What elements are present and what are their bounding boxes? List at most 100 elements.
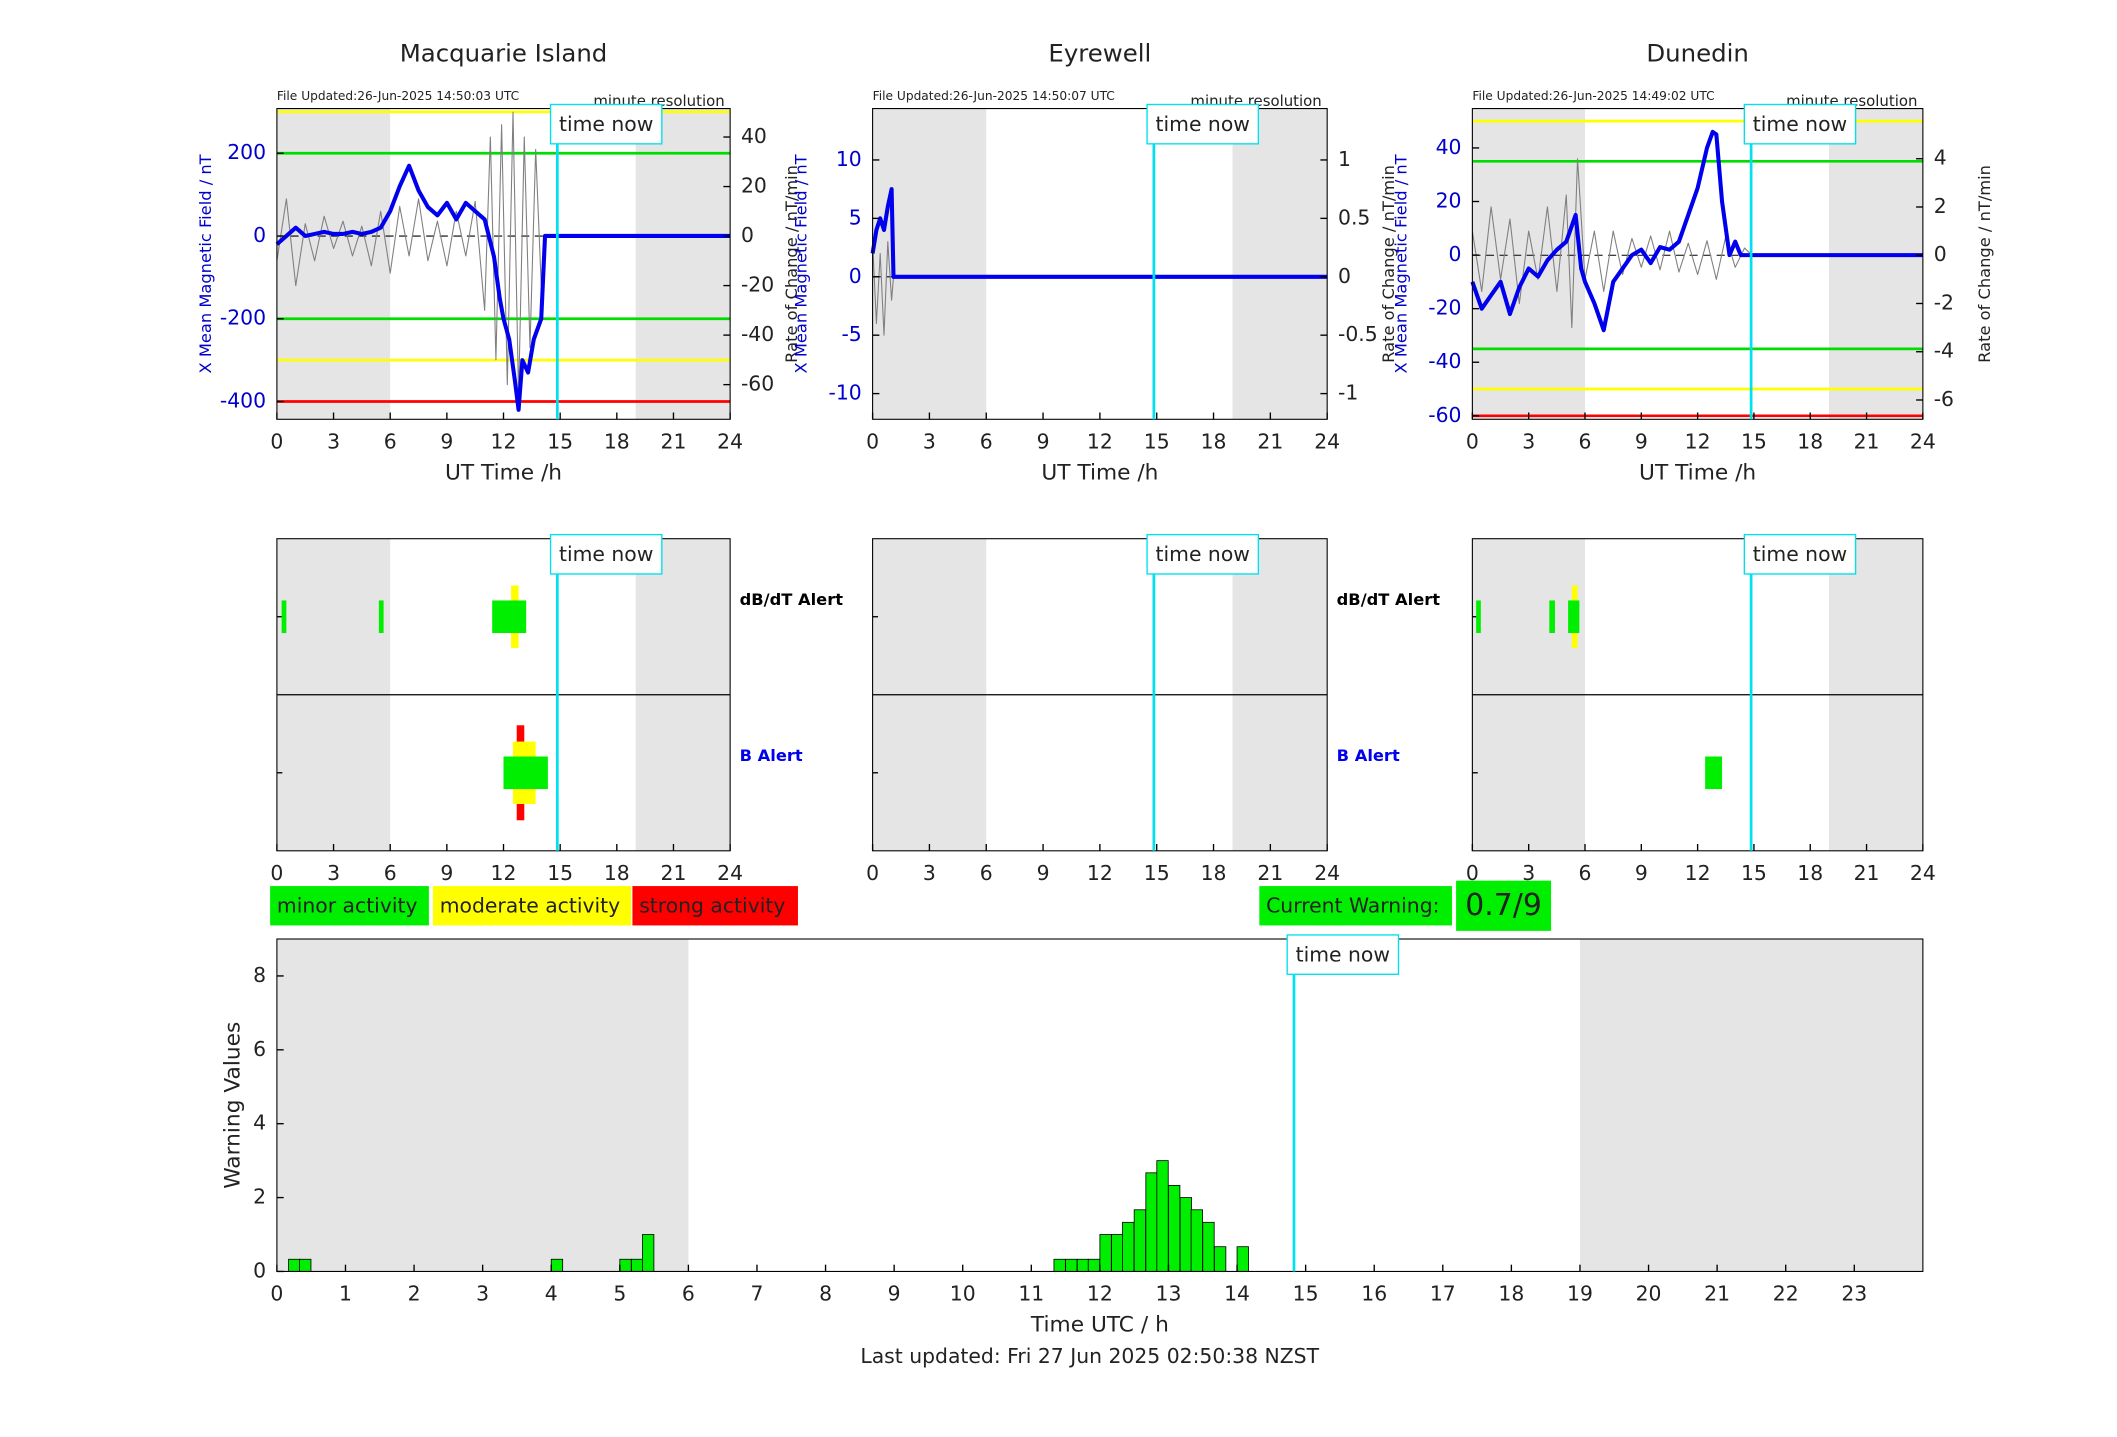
night-shade <box>276 939 689 1272</box>
y2-tick-label: -20 <box>741 273 774 297</box>
y-tick-label: -400 <box>220 389 266 413</box>
night-shade <box>1232 108 1328 420</box>
x-tick-label: 23 <box>1841 1282 1867 1306</box>
y2-tick-label: -1 <box>1338 381 1358 405</box>
x-tick-label: 21 <box>1257 429 1283 453</box>
panel-title: Dunedin <box>1646 38 1749 67</box>
alert-segment <box>1476 600 1481 634</box>
alert-segment <box>503 756 548 790</box>
x-tick-label: 21 <box>1704 1282 1730 1306</box>
y-tick-label: 0 <box>1449 242 1462 266</box>
x-tick-label: 18 <box>1201 429 1227 453</box>
x-tick-label: 24 <box>1314 429 1340 453</box>
y2-tick-label: 40 <box>741 124 767 148</box>
x-tick-label: 13 <box>1156 1282 1182 1306</box>
night-shade <box>635 108 731 420</box>
now-label: time now <box>1753 112 1847 136</box>
now-label: time now <box>559 542 653 566</box>
alert-segment <box>1549 600 1555 634</box>
x-tick-label: 3 <box>327 861 340 885</box>
legend-swatch <box>632 886 798 926</box>
bar <box>1236 1246 1249 1272</box>
alert-segment <box>1568 600 1580 634</box>
y-axis-label: Warning Values <box>220 1022 245 1189</box>
x-tick-label: 3 <box>923 861 936 885</box>
y-axis-label: X Mean Magnetic Field / nT <box>1391 154 1410 373</box>
y2-tick-label: 0.5 <box>1338 205 1370 229</box>
x-tick-label: 21 <box>661 429 687 453</box>
x-tick-label: 4 <box>545 1282 558 1306</box>
y-tick-label: 6 <box>253 1037 266 1061</box>
alert-segment <box>281 600 287 634</box>
y-tick-label: -40 <box>1428 349 1461 373</box>
y-tick-label: 0 <box>253 223 266 247</box>
alert-segment <box>378 600 384 634</box>
x-tick-label: 12 <box>1087 861 1113 885</box>
mean-line <box>1470 129 1923 333</box>
night-shade <box>1472 108 1585 420</box>
file-updated: File Updated:26-Jun-2025 14:49:02 UTC <box>1472 89 1714 103</box>
file-updated: File Updated:26-Jun-2025 14:50:03 UTC <box>277 89 519 103</box>
x-tick-label: 21 <box>1257 861 1283 885</box>
y2-tick-label: 1 <box>1338 147 1351 171</box>
footer: Last updated: Fri 27 Jun 2025 02:50:38 N… <box>860 1344 1319 1368</box>
x-tick-label: 0 <box>1466 861 1479 885</box>
x-tick-label: 15 <box>1144 861 1170 885</box>
y2-tick-label: 0 <box>1934 242 1947 266</box>
bar <box>1065 1258 1078 1272</box>
x-tick-label: 15 <box>1144 429 1170 453</box>
x-tick-label: 9 <box>440 861 453 885</box>
x-tick-label: 3 <box>1522 429 1535 453</box>
x-tick-label: 6 <box>980 429 993 453</box>
x-tick-label: 1 <box>339 1282 352 1306</box>
bar <box>1053 1258 1066 1272</box>
x-tick-label: 24 <box>1314 861 1340 885</box>
x-tick-label: 20 <box>1636 1282 1662 1306</box>
x-tick-label: 6 <box>384 861 397 885</box>
rate-line <box>872 241 895 336</box>
bar <box>1202 1221 1215 1272</box>
x-tick-label: 0 <box>270 429 283 453</box>
y2-tick-label: -6 <box>1934 387 1954 411</box>
now-label: time now <box>559 112 653 136</box>
now-box <box>549 533 663 575</box>
y-axis-label: X Mean Magnetic Field / nT <box>196 154 215 373</box>
x-axis-label: UT Time /h <box>445 461 562 486</box>
y2-tick-label: -2 <box>1934 290 1954 314</box>
y2-tick-label: 20 <box>741 174 767 198</box>
x-tick-label: 0 <box>270 861 283 885</box>
legend-label: strong activity <box>639 893 785 917</box>
now-box <box>1743 103 1857 145</box>
x-tick-label: 12 <box>491 429 517 453</box>
plot-frame <box>276 938 1924 1272</box>
x-tick-label: 9 <box>440 429 453 453</box>
bar <box>1168 1184 1181 1272</box>
x-tick-label: 10 <box>950 1282 976 1306</box>
x-tick-label: 21 <box>1854 429 1880 453</box>
x-tick-label: 9 <box>1635 429 1648 453</box>
now-label: time now <box>1156 542 1250 566</box>
night-shade <box>1579 939 1923 1272</box>
x-tick-label: 5 <box>613 1282 626 1306</box>
x-tick-label: 24 <box>717 861 743 885</box>
y-tick-label: 0 <box>253 1258 266 1282</box>
x-tick-label: 0 <box>866 861 879 885</box>
y-tick-label: -200 <box>220 306 266 330</box>
warning-label: Current Warning: <box>1266 893 1439 917</box>
x-tick-label: 18 <box>1797 429 1823 453</box>
mean-line <box>275 163 731 412</box>
y-tick-label: -60 <box>1428 403 1461 427</box>
x-tick-label: 24 <box>1910 861 1936 885</box>
x-axis-label: UT Time /h <box>1639 461 1756 486</box>
x-axis-label: Time UTC / h <box>1030 1313 1169 1338</box>
x-tick-label: 16 <box>1361 1282 1387 1306</box>
plot-frame <box>872 108 1328 420</box>
x-tick-label: 0 <box>1466 429 1479 453</box>
bar <box>288 1258 301 1272</box>
now-label: time now <box>1296 942 1390 966</box>
row-label: B Alert <box>1337 746 1400 765</box>
plot-frame <box>276 108 731 420</box>
x-tick-label: 15 <box>1741 861 1767 885</box>
bar <box>642 1234 655 1272</box>
